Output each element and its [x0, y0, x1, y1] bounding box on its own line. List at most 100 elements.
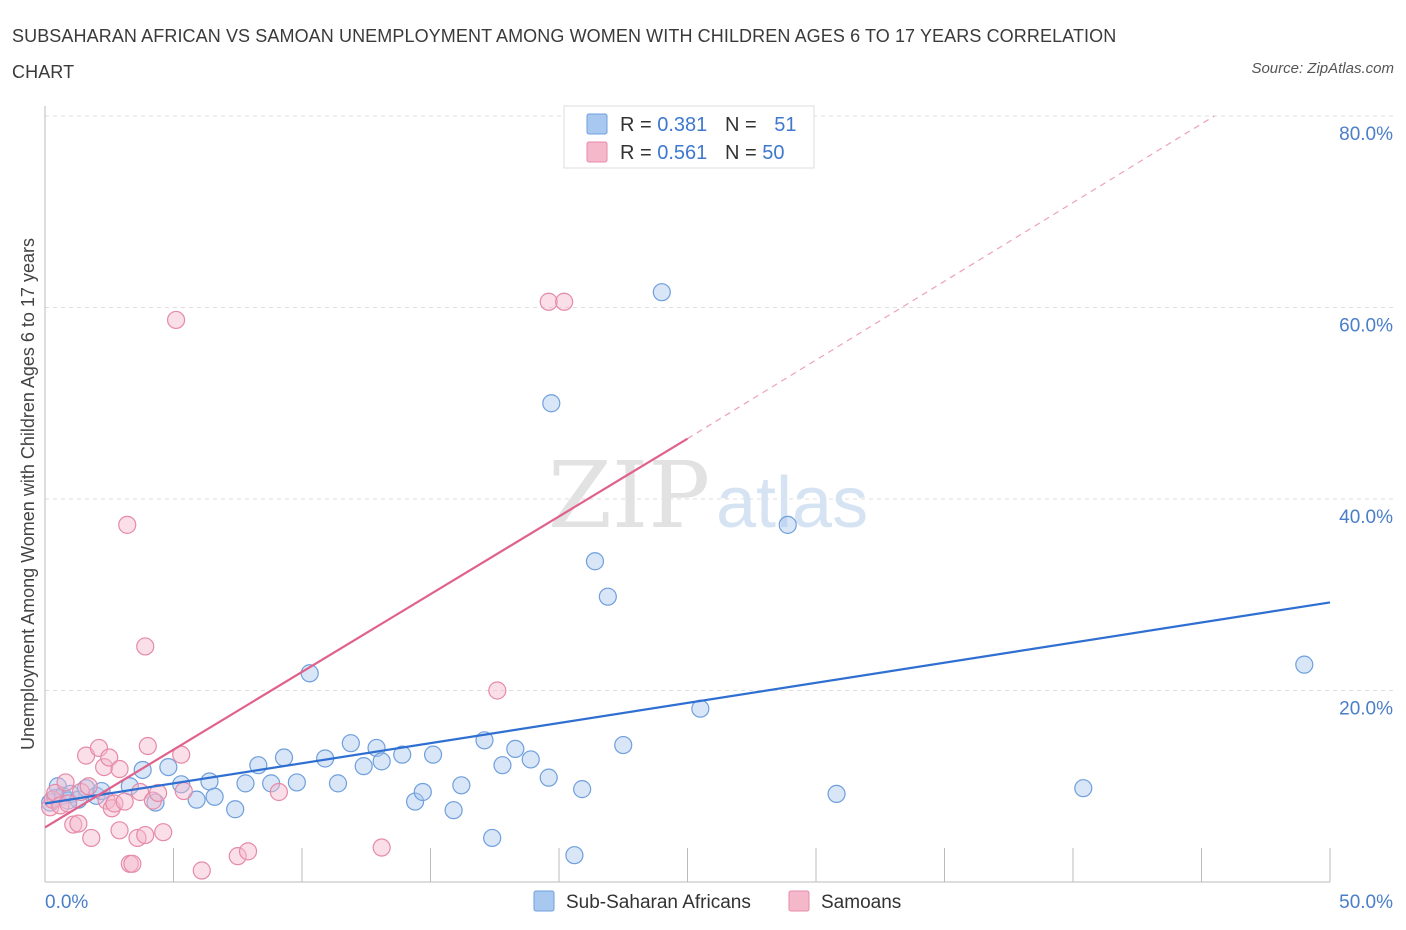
gridlines [45, 115, 1393, 691]
sub-saharan-point-42 [539, 768, 558, 787]
sub-saharan-point-33 [413, 782, 432, 802]
sub-saharan-point-51 [778, 515, 797, 534]
samoan-point-21 [118, 515, 137, 534]
sub-saharan-point-22 [274, 748, 294, 767]
x-tick-label-min: 0.0% [45, 892, 88, 913]
series-legend-swatch-blue [533, 890, 555, 912]
sub-saharan-point-36 [452, 776, 471, 795]
watermark-atlas: atlas [716, 463, 868, 543]
y-tick-label-20: 20.0% [1339, 699, 1393, 720]
samoan-point-42 [555, 292, 574, 311]
series-legend-label-blue: Sub-Saharan Africans [566, 892, 751, 913]
samoan-point-11 [79, 777, 98, 796]
series-legend-swatch-pink [788, 890, 810, 912]
legend-r-value-blue: 0.381 [657, 114, 707, 136]
samoan-point-13 [95, 757, 114, 777]
sub-saharan-point-17 [205, 787, 224, 806]
sub-saharan-point-52 [827, 784, 846, 804]
sub-saharan-point-47 [598, 587, 617, 606]
sub-saharan-point-48 [614, 735, 633, 755]
samoan-point-36 [228, 847, 247, 866]
sub-saharan-point-32 [405, 792, 425, 811]
samoan-point-38 [269, 782, 288, 802]
sub-saharan-point-34 [423, 745, 443, 764]
samoan-trend-line [44, 437, 689, 829]
samoan-point-32 [166, 310, 186, 330]
legend-n-value-blue: 51 [774, 114, 796, 136]
sub-saharan-point-35 [444, 801, 463, 820]
y-axis-label: Unemployment Among Women with Children A… [18, 238, 38, 750]
samoan-point-26 [136, 825, 155, 845]
sub-saharan-point-39 [493, 756, 512, 775]
sub-saharan-point-15 [187, 790, 206, 809]
samoan-point-27 [136, 637, 155, 656]
sub-saharan-point-27 [341, 734, 360, 753]
samoan-point-39 [372, 838, 391, 857]
x-axis-ticks [173, 848, 1331, 882]
svg-text:N = 51: N = 51 [725, 114, 797, 136]
legend-r-value-pink: 0.561 [657, 142, 707, 164]
samoan-point-4 [56, 773, 75, 792]
samoan-point-23 [123, 854, 142, 873]
sub-saharan-point-31 [393, 745, 412, 764]
samoan-point-6 [64, 815, 83, 834]
samoan-point-35 [192, 861, 211, 880]
samoan-point-7 [69, 814, 88, 833]
sub-saharan-trend-line [44, 601, 1331, 805]
samoan-point-19 [110, 759, 129, 779]
sub-saharan-point-41 [521, 750, 540, 769]
sub-saharan-points [41, 283, 1314, 865]
sub-saharan-point-45 [573, 780, 592, 799]
sub-saharan-point-16 [200, 772, 219, 791]
sub-saharan-point-43 [542, 394, 561, 413]
samoan-points [41, 292, 574, 880]
svg-text:R = 0.561: R = 0.561 [620, 142, 707, 164]
samoan-point-37 [238, 842, 258, 861]
legend-r-label-blue: R = [620, 114, 657, 136]
legend-n-label-blue: N = [725, 114, 762, 136]
sub-saharan-point-26 [328, 774, 348, 793]
legend-r-label-pink: R = [620, 142, 657, 164]
svg-text:N = 50: N = 50 [725, 142, 785, 164]
legend-n-value-pink: 50 [762, 142, 784, 164]
samoan-point-40 [488, 681, 507, 700]
samoan-trend-extension [687, 115, 1215, 440]
chart-title: SUBSAHARAN AFRICAN VS SAMOAN UNEMPLOYMEN… [12, 26, 1117, 82]
svg-text:R = 0.381: R = 0.381 [620, 114, 707, 136]
sub-saharan-point-18 [226, 800, 245, 819]
y-tick-label-80: 80.0% [1339, 124, 1393, 145]
sub-saharan-point-40 [506, 739, 525, 759]
legend-swatch-pink [586, 141, 608, 163]
sub-saharan-point-13 [159, 757, 178, 777]
y-tick-label-40: 40.0% [1339, 507, 1393, 528]
samoan-point-28 [138, 736, 157, 756]
sub-saharan-point-38 [483, 828, 502, 848]
samoan-point-30 [148, 783, 168, 803]
legend-swatch-blue [586, 113, 608, 135]
legend-n-label-pink: N = [725, 142, 762, 164]
samoan-point-34 [174, 781, 193, 801]
correlation-legend: R = 0.381 N = 51 R = 0.561 N = 50 [563, 105, 815, 169]
watermark-zip: ZIP [548, 442, 710, 549]
sub-saharan-point-54 [1295, 655, 1314, 674]
sub-saharan-point-23 [287, 773, 306, 792]
samoan-point-15 [100, 748, 119, 767]
sub-saharan-point-28 [354, 757, 373, 776]
x-tick-label-max: 50.0% [1339, 892, 1393, 913]
sub-saharan-point-46 [585, 552, 605, 571]
samoan-point-41 [539, 292, 558, 311]
sub-saharan-point-44 [565, 846, 584, 865]
samoan-point-31 [154, 823, 173, 842]
series-legend-label-pink: Samoans [821, 892, 901, 913]
sub-saharan-point-19 [236, 774, 255, 793]
sub-saharan-point-49 [652, 283, 671, 302]
trend-lines [44, 115, 1331, 829]
series-legend: Sub-Saharan Africans Samoans [533, 890, 901, 913]
source-note: Source: ZipAtlas.com [1251, 60, 1394, 77]
y-axis-tick-labels: 20.0% 40.0% 60.0% 80.0% [1339, 124, 1393, 720]
y-tick-label-60: 60.0% [1339, 316, 1393, 337]
sub-saharan-point-53 [1074, 779, 1093, 798]
samoan-point-18 [110, 821, 129, 840]
samoan-point-20 [115, 792, 134, 811]
